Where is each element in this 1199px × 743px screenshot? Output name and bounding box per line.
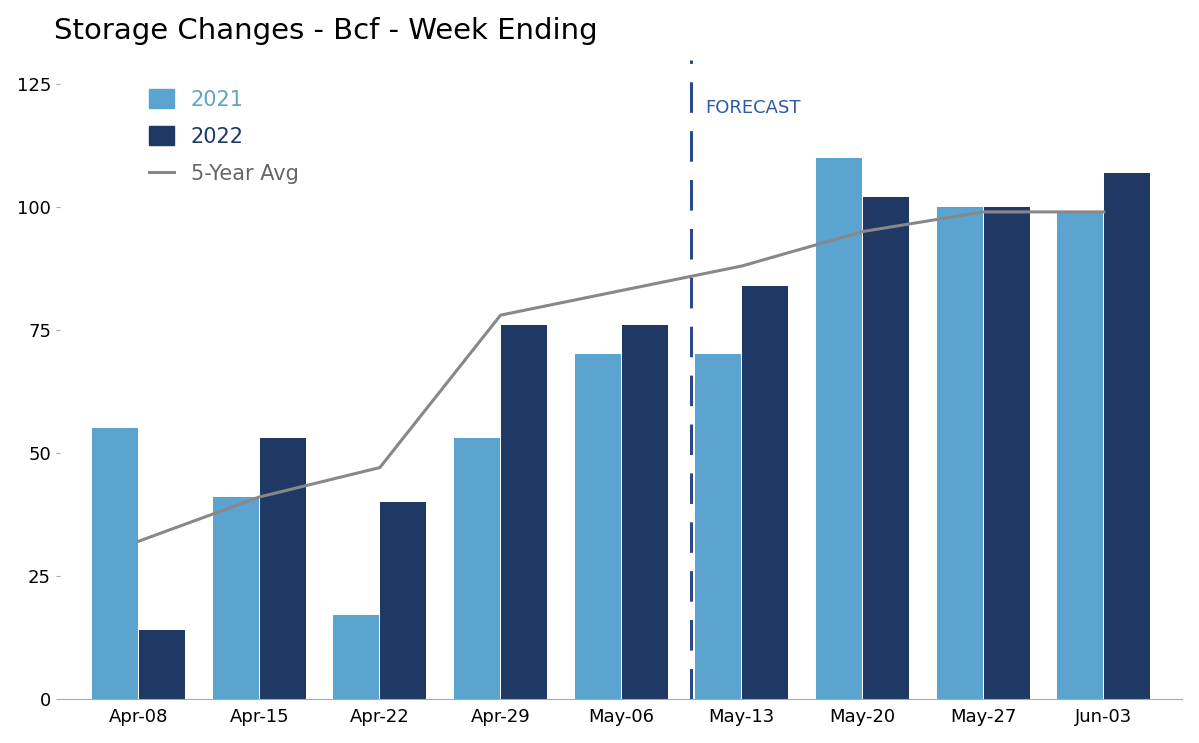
Bar bbox=[92, 428, 138, 698]
Bar bbox=[936, 207, 983, 698]
Bar bbox=[212, 497, 259, 698]
Bar bbox=[574, 354, 621, 698]
Bar bbox=[863, 197, 909, 698]
Bar bbox=[984, 207, 1030, 698]
Bar bbox=[380, 502, 427, 698]
Bar bbox=[139, 630, 185, 698]
Bar bbox=[1058, 212, 1103, 698]
Bar bbox=[333, 615, 379, 698]
Bar bbox=[454, 438, 500, 698]
Bar bbox=[1104, 172, 1150, 698]
Legend: 2021, 2022, 5-Year Avg: 2021, 2022, 5-Year Avg bbox=[149, 89, 299, 184]
Bar bbox=[260, 438, 306, 698]
Bar bbox=[695, 354, 741, 698]
Text: Storage Changes - Bcf - Week Ending: Storage Changes - Bcf - Week Ending bbox=[54, 16, 598, 45]
Text: FORECAST: FORECAST bbox=[706, 99, 801, 117]
Bar bbox=[501, 325, 547, 698]
Bar bbox=[742, 285, 788, 698]
Bar bbox=[622, 325, 668, 698]
Bar bbox=[817, 158, 862, 698]
